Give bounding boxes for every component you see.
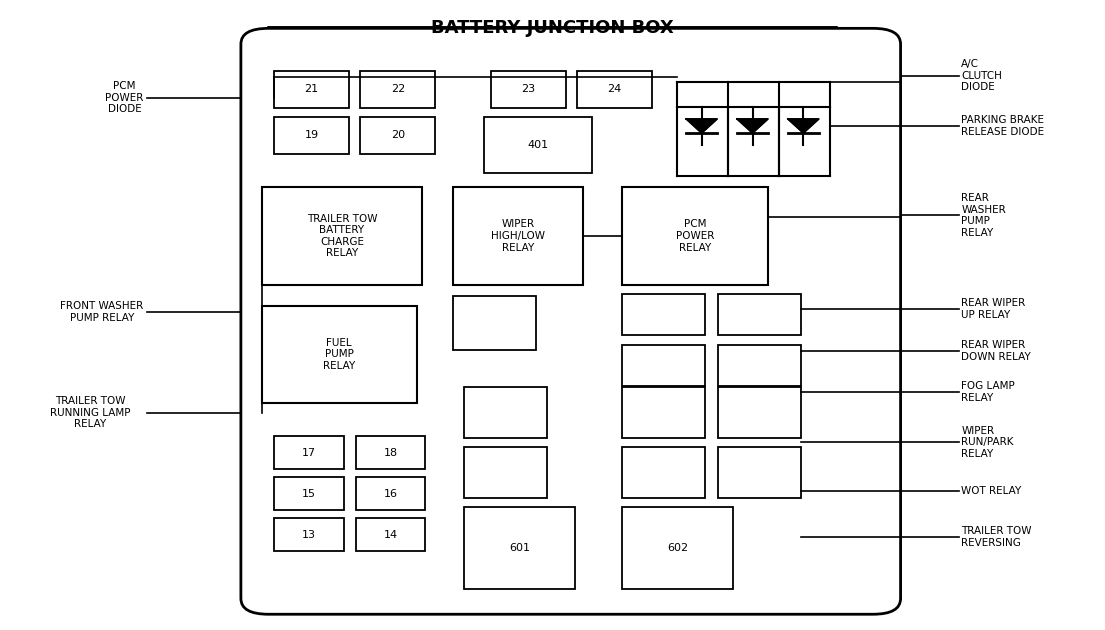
Text: 19: 19 bbox=[305, 130, 318, 140]
Text: 22: 22 bbox=[391, 84, 404, 94]
Text: 15: 15 bbox=[302, 489, 316, 498]
Text: 24: 24 bbox=[608, 84, 621, 94]
Text: WIPER
HIGH/LOW
RELAY: WIPER HIGH/LOW RELAY bbox=[492, 219, 545, 253]
Text: TRAILER TOW
RUNNING LAMP
RELAY: TRAILER TOW RUNNING LAMP RELAY bbox=[50, 396, 130, 429]
Text: BATTERY JUNCTION BOX: BATTERY JUNCTION BOX bbox=[431, 19, 674, 37]
Bar bbox=[622, 507, 733, 589]
Text: 16: 16 bbox=[383, 489, 398, 498]
Text: 601: 601 bbox=[508, 543, 530, 553]
Bar bbox=[622, 187, 768, 285]
Bar bbox=[622, 387, 705, 438]
Text: PARKING BRAKE
RELEASE DIODE: PARKING BRAKE RELEASE DIODE bbox=[961, 115, 1044, 137]
Text: 20: 20 bbox=[391, 130, 404, 140]
Text: 23: 23 bbox=[522, 84, 535, 94]
Text: A/C
CLUTCH
DIODE: A/C CLUTCH DIODE bbox=[961, 59, 1002, 92]
Bar bbox=[484, 117, 592, 173]
Bar bbox=[622, 294, 705, 335]
FancyBboxPatch shape bbox=[241, 28, 901, 614]
Bar bbox=[274, 477, 344, 510]
Text: PCM
POWER
RELAY: PCM POWER RELAY bbox=[676, 219, 714, 253]
Text: REAR WIPER
DOWN RELAY: REAR WIPER DOWN RELAY bbox=[961, 340, 1031, 362]
Bar bbox=[718, 345, 801, 386]
Bar bbox=[262, 187, 422, 285]
Text: WIPER
RUN/PARK
RELAY: WIPER RUN/PARK RELAY bbox=[961, 426, 1014, 459]
Bar bbox=[464, 447, 547, 498]
Text: 401: 401 bbox=[527, 140, 549, 150]
Text: 21: 21 bbox=[305, 84, 318, 94]
Bar bbox=[262, 306, 417, 403]
Bar bbox=[356, 518, 425, 551]
Text: 17: 17 bbox=[302, 448, 316, 457]
Bar bbox=[718, 387, 801, 438]
Text: 14: 14 bbox=[383, 530, 398, 539]
Bar bbox=[453, 187, 583, 285]
Text: REAR WIPER
UP RELAY: REAR WIPER UP RELAY bbox=[961, 298, 1025, 319]
Text: FRONT WASHER
PUMP RELAY: FRONT WASHER PUMP RELAY bbox=[61, 301, 144, 323]
Bar bbox=[356, 477, 425, 510]
Text: 18: 18 bbox=[383, 448, 398, 457]
Bar bbox=[360, 71, 435, 108]
Bar bbox=[360, 117, 435, 154]
Bar bbox=[464, 387, 547, 438]
Polygon shape bbox=[737, 119, 768, 133]
Bar bbox=[274, 117, 349, 154]
Text: FOG LAMP
RELAY: FOG LAMP RELAY bbox=[961, 381, 1015, 403]
Bar bbox=[718, 294, 801, 335]
Bar bbox=[464, 507, 575, 589]
Text: 13: 13 bbox=[302, 530, 316, 539]
Text: TRAILER TOW
REVERSING: TRAILER TOW REVERSING bbox=[961, 526, 1032, 547]
Bar bbox=[356, 436, 425, 469]
Text: TRAILER TOW
BATTERY
CHARGE
RELAY: TRAILER TOW BATTERY CHARGE RELAY bbox=[307, 214, 377, 258]
Text: FUEL
PUMP
RELAY: FUEL PUMP RELAY bbox=[323, 338, 356, 371]
Bar bbox=[622, 345, 705, 386]
Text: REAR
WASHER
PUMP
RELAY: REAR WASHER PUMP RELAY bbox=[961, 193, 1006, 238]
Bar bbox=[453, 296, 536, 350]
Bar bbox=[274, 71, 349, 108]
Polygon shape bbox=[686, 119, 717, 133]
Text: PCM
POWER
DIODE: PCM POWER DIODE bbox=[105, 81, 144, 114]
Bar bbox=[577, 71, 652, 108]
Bar bbox=[718, 447, 801, 498]
Bar bbox=[274, 518, 344, 551]
Bar bbox=[274, 436, 344, 469]
Polygon shape bbox=[788, 119, 819, 133]
Text: 602: 602 bbox=[666, 543, 688, 553]
Text: WOT RELAY: WOT RELAY bbox=[961, 486, 1022, 496]
Bar bbox=[491, 71, 566, 108]
Bar bbox=[622, 447, 705, 498]
